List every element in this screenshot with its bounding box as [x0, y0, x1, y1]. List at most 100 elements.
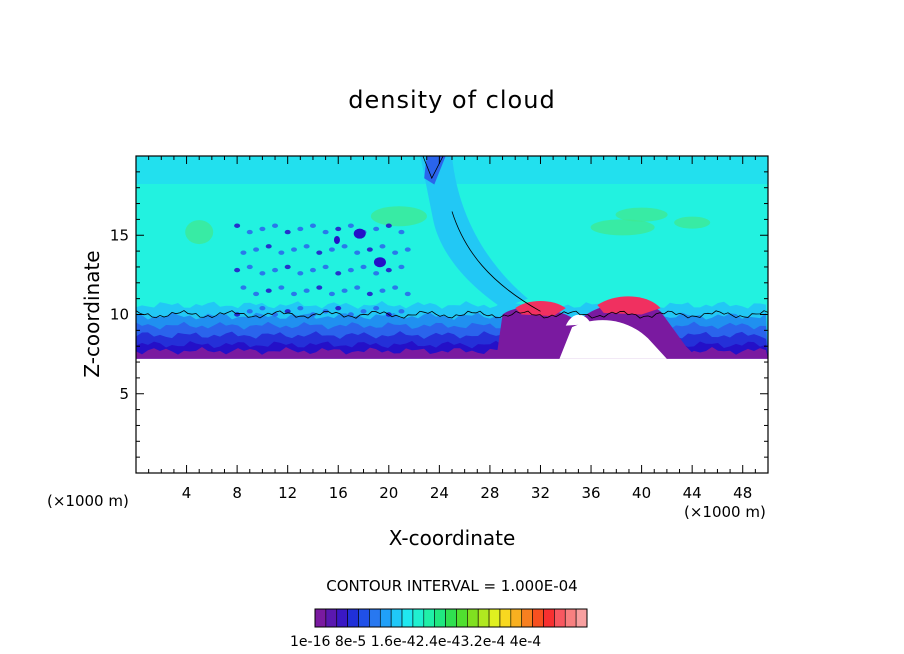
wave-blob-61: [297, 226, 304, 232]
colorbar-swatch-1: [325, 608, 338, 628]
x-tick-label-20: 20: [379, 484, 398, 502]
wave-blob-62: [309, 223, 316, 228]
wave-blob-46: [291, 247, 297, 252]
wave-blob-53: [379, 244, 386, 249]
wave-blob-8: [335, 305, 342, 311]
colorbar-swatch-7: [390, 608, 403, 628]
descending-stream: [420, 156, 528, 309]
x-tick-label-28: 28: [480, 484, 499, 502]
contour-line-2: [451, 211, 541, 312]
colorbar-frame: [314, 608, 588, 628]
wave-blob-37: [347, 267, 354, 273]
wave-blob-31: [272, 267, 279, 273]
x-tick-label-12: 12: [278, 484, 297, 502]
red-cap-1: [515, 301, 566, 317]
y-axis-label: Z-coordinate: [80, 250, 104, 378]
colorbar-swatch-4: [358, 608, 370, 628]
wave-blob-45: [278, 250, 285, 255]
wave-blob-40: [385, 267, 392, 273]
x-axis-label: X-coordinate: [388, 526, 516, 550]
colorbar-swatch-8: [401, 608, 414, 628]
contour-interval-label: CONTOUR INTERVAL = 1.000E-04: [326, 577, 578, 595]
wave-blob-49: [328, 247, 335, 252]
colorbar-swatch-12: [445, 608, 457, 628]
y-tick-label-15: 15: [110, 226, 129, 244]
wave-blob-4: [284, 309, 291, 314]
wave-blob-39: [373, 271, 380, 276]
stream-top: [424, 156, 446, 185]
wave-blob-18: [291, 291, 297, 297]
wave-blob-22: [341, 288, 348, 293]
wave-blob-56: [234, 223, 241, 228]
wave-blob-57: [246, 229, 253, 235]
wave-blob-32: [284, 264, 291, 270]
wave-blob-1: [246, 309, 253, 314]
colorbar-swatch-9: [412, 608, 425, 628]
colorbar-swatch-18: [510, 608, 523, 628]
colorbar-labels: 1e-16 8e-5 1.6e-42.4e-43.2e-4 4e-4: [290, 634, 542, 650]
y-tick-label-10: 10: [110, 306, 129, 324]
colorbar-swatch-22: [554, 608, 566, 628]
colorbar-swatch-19: [521, 608, 533, 628]
below-cloud: [136, 358, 768, 473]
wave-blob-60: [284, 229, 291, 235]
wave-blob-24: [366, 291, 373, 297]
wave-blob-27: [404, 291, 411, 297]
wave-blob-17: [278, 285, 285, 290]
wave-blob-25: [379, 288, 386, 293]
wave-blob-34: [309, 267, 316, 273]
wave-blob-55: [404, 247, 411, 252]
wave-blob-68: [385, 223, 392, 228]
wave-blob-21: [328, 291, 335, 297]
wave-blob-2: [259, 305, 266, 311]
cloud-field: [136, 156, 768, 473]
white-hole-2: [565, 314, 592, 326]
wave-blob-42: [240, 250, 247, 255]
dark-blob-1: [373, 257, 386, 268]
wave-blob-65: [347, 223, 354, 228]
colorbar-swatch-23: [564, 608, 577, 628]
wave-blob-41: [398, 264, 405, 270]
x-tick-label-24: 24: [430, 484, 449, 502]
colorbar-swatch-20: [532, 608, 544, 628]
wave-blob-33: [297, 271, 304, 276]
wave-blob-23: [354, 285, 361, 290]
x-unit-label-left: (×1000 m): [47, 492, 129, 510]
wave-blob-30: [259, 271, 266, 276]
x-tick-label-4: 4: [182, 484, 192, 502]
wave-blob-44: [265, 244, 272, 249]
wave-blob-50: [341, 244, 348, 249]
wave-blob-16: [265, 288, 272, 293]
wave-blob-15: [253, 291, 260, 297]
wave-blob-20: [316, 285, 323, 290]
green-patch-2: [615, 207, 668, 222]
colorbar-swatch-2: [336, 608, 348, 628]
wave-blob-5: [297, 305, 304, 311]
x-tick-label-40: 40: [632, 484, 651, 502]
colorbar-swatch-16: [488, 608, 501, 628]
x-tick-label-36: 36: [581, 484, 600, 502]
wave-blob-11: [373, 305, 380, 311]
x-tick-label-16: 16: [329, 484, 348, 502]
x-tick-label-44: 44: [683, 484, 702, 502]
wave-blob-35: [322, 264, 329, 270]
wave-blob-54: [392, 250, 399, 255]
colorbar-swatch-13: [456, 608, 468, 628]
wave-blob-58: [259, 226, 266, 232]
colorbar-swatch-3: [347, 608, 359, 628]
green-patch-4: [185, 220, 214, 245]
dark-blob-0: [353, 228, 366, 239]
colorbar-swatch-17: [499, 608, 512, 628]
wave-blob-43: [253, 247, 260, 252]
wave-blob-48: [316, 250, 323, 255]
colorbar-swatch-14: [467, 608, 479, 628]
red-cap-2: [597, 296, 661, 315]
x-tick-label-32: 32: [531, 484, 550, 502]
wave-blob-69: [398, 229, 405, 235]
colorbar-swatch-24: [575, 608, 588, 628]
x-unit-label-right: (×1000 m): [684, 503, 766, 521]
wave-blob-36: [335, 271, 342, 276]
green-patch-0: [370, 206, 427, 227]
wave-blob-28: [234, 267, 241, 273]
